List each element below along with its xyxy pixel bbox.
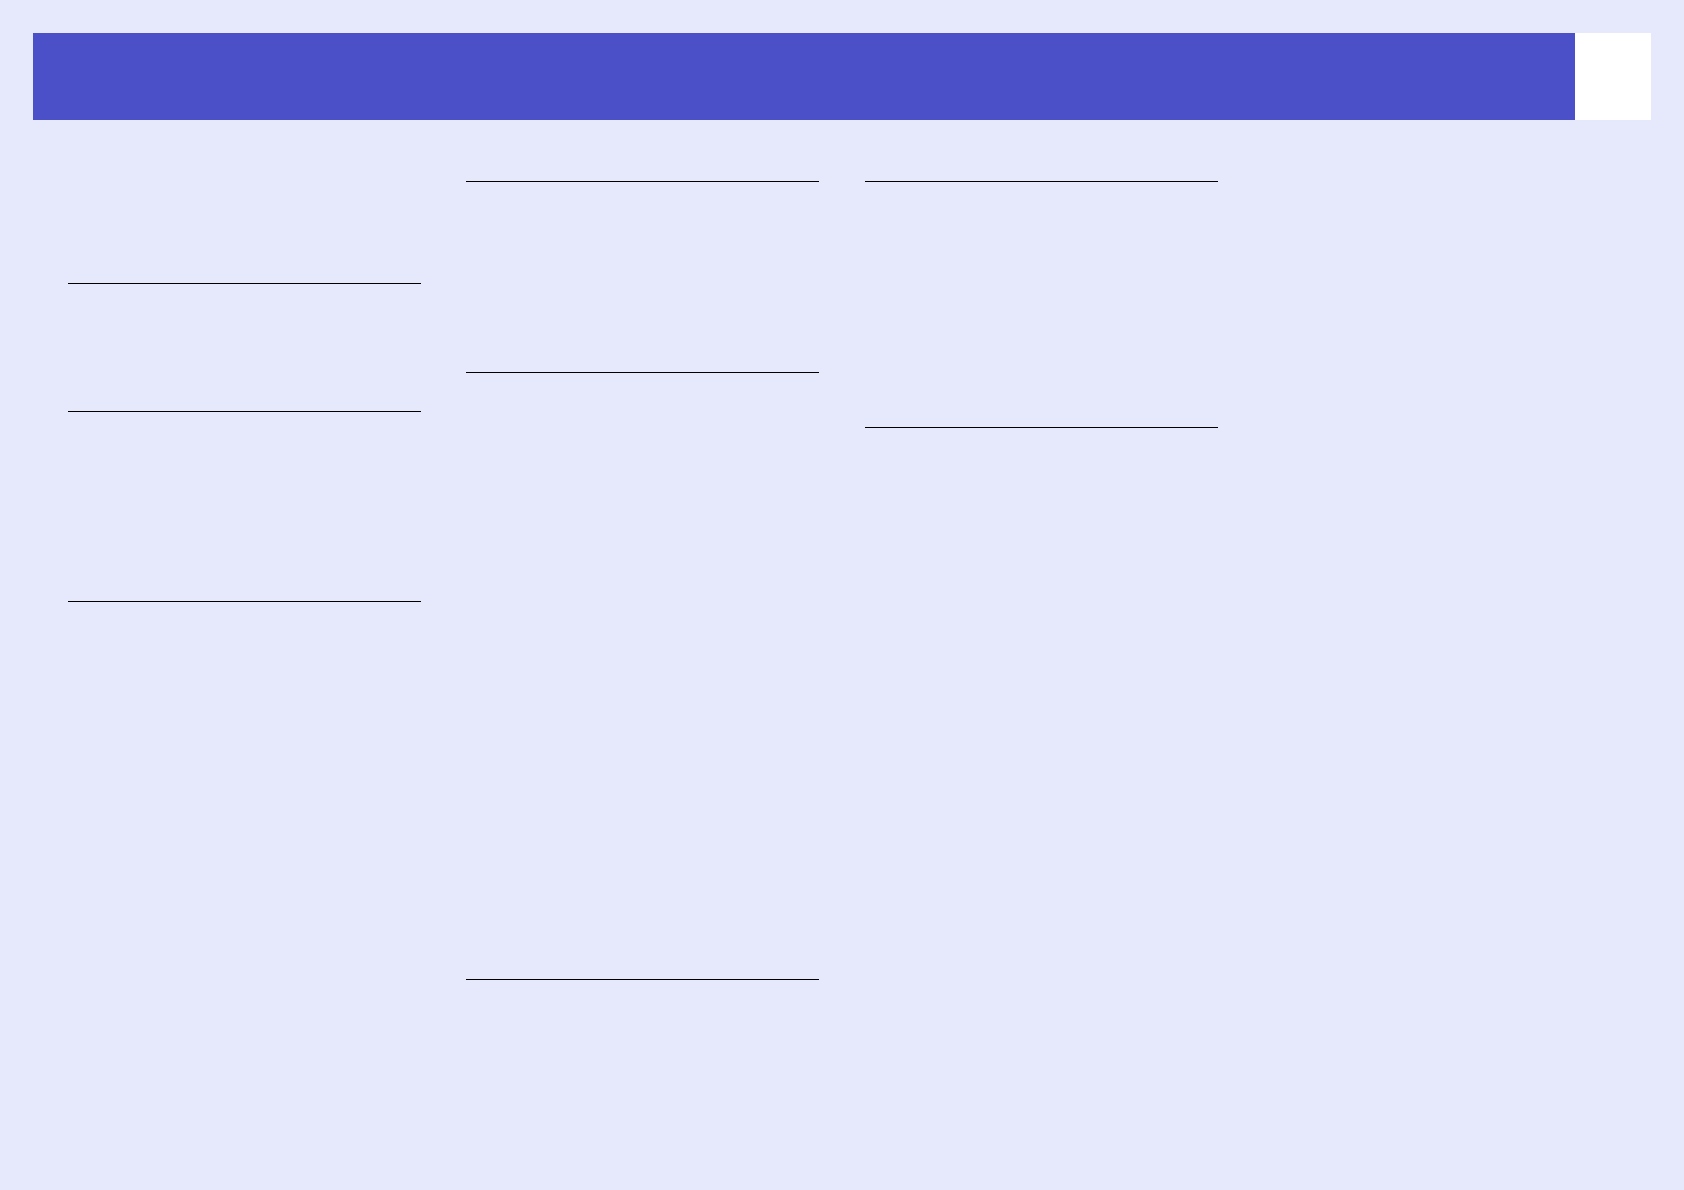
section-divider xyxy=(865,427,1218,428)
section-divider xyxy=(466,181,819,182)
section-divider xyxy=(466,372,819,373)
page-number-box xyxy=(1575,33,1651,120)
section-divider xyxy=(68,283,421,284)
section-divider xyxy=(865,181,1218,182)
section-divider xyxy=(466,979,819,980)
section-divider xyxy=(68,601,421,602)
section-divider xyxy=(68,411,421,412)
header-bar xyxy=(33,33,1575,120)
